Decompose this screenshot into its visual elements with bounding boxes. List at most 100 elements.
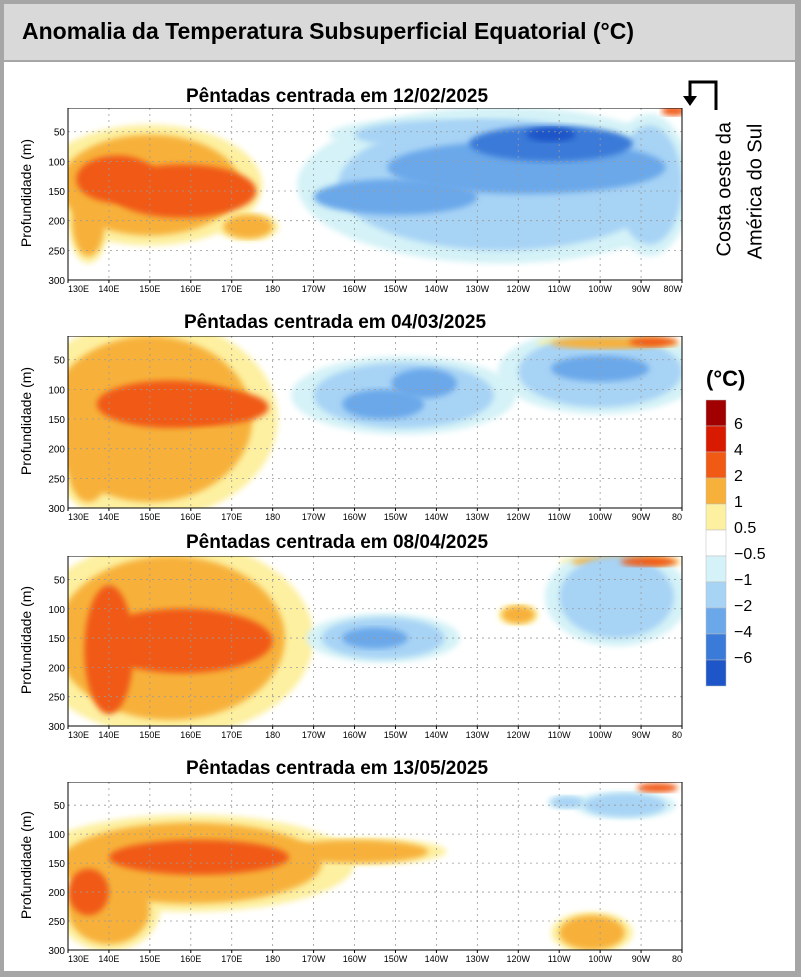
- panel-title: Pêntadas centrada em 13/05/2025: [186, 758, 489, 779]
- y-tick-label: 150: [48, 859, 65, 870]
- legend-tick-label: 0.5: [734, 520, 757, 537]
- x-tick-label: 130E: [68, 284, 89, 294]
- x-tick-label: 90W: [632, 512, 651, 522]
- anomaly-blob: [92, 608, 273, 674]
- y-tick-label: 50: [54, 801, 66, 812]
- x-tick-label: 180: [265, 730, 280, 740]
- anomaly-blob: [661, 108, 682, 116]
- legend-title: (°C): [706, 366, 746, 391]
- x-tick-label: 150E: [139, 954, 160, 964]
- x-tick-label: 140E: [98, 512, 119, 522]
- anomaly-blob: [501, 605, 535, 624]
- x-tick-label: 180: [265, 284, 280, 294]
- legend-swatch: [705, 477, 727, 505]
- legend-swatch: [705, 633, 727, 661]
- x-tick-label: 160E: [180, 512, 201, 522]
- x-tick-label: 80: [672, 512, 682, 522]
- y-tick-label: 100: [48, 385, 65, 396]
- anomaly-blob: [153, 389, 269, 425]
- color-legend: (°C) 6 4 2 1 0.5 −0.5 −1 −2 −4 −6: [700, 366, 790, 696]
- x-tick-label: 110W: [548, 954, 571, 964]
- y-tick-label: 200: [48, 663, 65, 674]
- y-tick-label: 200: [48, 888, 65, 899]
- y-tick-label: 300: [48, 946, 65, 957]
- legend-swatch: [705, 503, 727, 531]
- x-tick-label: 170W: [302, 730, 326, 740]
- anomaly-blob: [76, 155, 159, 203]
- x-tick-label: 170W: [302, 284, 326, 294]
- x-tick-label: 140E: [98, 284, 119, 294]
- x-tick-label: 150E: [139, 730, 160, 740]
- x-tick-label: 160E: [180, 954, 201, 964]
- anomaly-blob: [559, 915, 625, 950]
- x-tick-label: 90W: [632, 730, 651, 740]
- legend-swatch: [705, 425, 727, 453]
- y-tick-label: 200: [48, 217, 65, 228]
- anomaly-blob: [84, 585, 134, 715]
- coast-arrow-icon: [683, 80, 718, 110]
- anomaly-blob: [551, 796, 584, 809]
- anomaly-blob: [620, 557, 678, 567]
- y-tick-label: 100: [48, 605, 65, 616]
- anomaly-blob: [628, 337, 678, 347]
- x-tick-label: 160W: [343, 512, 367, 522]
- legend-tick-label: 6: [734, 416, 743, 433]
- x-tick-label: 140W: [425, 954, 449, 964]
- anomaly-blob: [559, 556, 674, 639]
- x-tick-label: 140W: [425, 284, 449, 294]
- x-tick-label: 150W: [384, 284, 408, 294]
- anomaly-blob: [108, 839, 290, 875]
- legend-swatch: [705, 399, 727, 427]
- x-tick-label: 180: [265, 954, 280, 964]
- anomaly-blob: [223, 214, 273, 239]
- plot-frame: [67, 556, 683, 727]
- y-axis-label: Profundidade (m): [18, 138, 34, 248]
- y-tick-label: 300: [48, 722, 65, 733]
- legend-swatch: [705, 529, 727, 557]
- coast-label-line2: América do Sul: [744, 123, 767, 260]
- y-tick-label: 250: [48, 693, 65, 704]
- anomaly-blob: [391, 368, 457, 399]
- anomaly-blob: [72, 185, 105, 257]
- x-tick-label: 130W: [466, 284, 490, 294]
- plot-frame: [67, 336, 683, 509]
- y-tick-label: 250: [48, 474, 65, 485]
- anomaly-blob: [68, 868, 109, 916]
- anomaly-blob: [583, 793, 666, 817]
- y-axis-label: Profundidade (m): [18, 585, 34, 695]
- legend-tick-label: 2: [734, 468, 743, 485]
- x-tick-label: 180: [265, 512, 280, 522]
- x-tick-label: 150E: [139, 512, 160, 522]
- anomaly-blob: [313, 179, 478, 215]
- x-tick-label: 110W: [548, 730, 571, 740]
- legend-tick-label: 1: [734, 494, 743, 511]
- y-tick-label: 50: [54, 128, 66, 139]
- y-axis-label: Profundidade (m): [18, 366, 34, 476]
- y-tick-label: 300: [48, 276, 65, 287]
- x-tick-label: 160W: [343, 284, 367, 294]
- anomaly-blob: [551, 355, 650, 382]
- y-tick-label: 100: [48, 157, 65, 168]
- x-tick-label: 160E: [180, 730, 201, 740]
- x-tick-label: 90W: [632, 954, 651, 964]
- anomaly-blob: [68, 430, 109, 503]
- x-tick-label: 130E: [68, 954, 89, 964]
- x-tick-label: 170E: [221, 512, 242, 522]
- x-tick-label: 160W: [343, 730, 367, 740]
- legend-swatch: [705, 659, 727, 687]
- y-tick-label: 300: [48, 504, 65, 515]
- x-tick-label: 120W: [507, 954, 531, 964]
- legend-tick-label: −6: [734, 650, 753, 667]
- y-tick-label: 250: [48, 917, 65, 928]
- anomaly-blob: [636, 783, 678, 793]
- x-tick-label: 150E: [139, 284, 160, 294]
- legend-tick-label: −0.5: [734, 546, 766, 563]
- legend-tick-label: −4: [734, 624, 753, 641]
- x-tick-label: 100W: [588, 954, 612, 964]
- x-tick-label: 160W: [343, 954, 367, 964]
- legend-colorbar: [705, 399, 727, 687]
- x-tick-label: 140E: [98, 730, 119, 740]
- x-tick-label: 120W: [507, 284, 531, 294]
- y-axis-label: Profundidade (m): [18, 810, 34, 920]
